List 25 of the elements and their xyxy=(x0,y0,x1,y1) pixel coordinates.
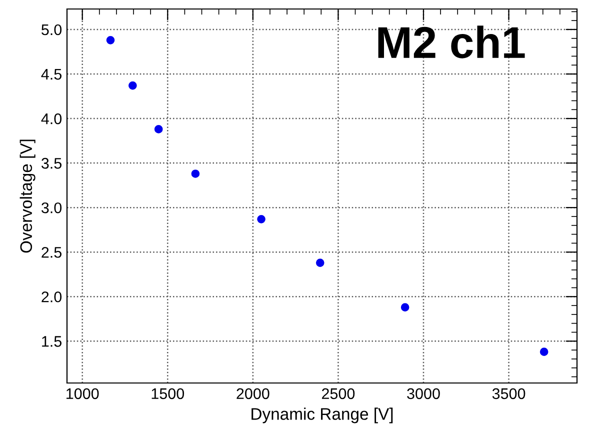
x-tick-label: 3500 xyxy=(492,388,526,400)
point xyxy=(128,81,137,90)
y-tick-label: 5.0 xyxy=(42,24,62,36)
x-tick-label: 3000 xyxy=(407,388,440,400)
x-tick-label: 2500 xyxy=(322,388,355,400)
point xyxy=(154,125,163,134)
y-tick-label: 4.5 xyxy=(41,69,62,80)
y-tick-label: 3.5 xyxy=(41,158,62,169)
y-tick-label: 1.5 xyxy=(42,336,62,347)
x-tick-label: 1000 xyxy=(66,388,99,400)
point xyxy=(316,258,324,267)
point xyxy=(106,36,115,44)
y-axis-title: Overvoltage [V] xyxy=(20,140,36,253)
x-tick-label: 1500 xyxy=(152,388,184,400)
point xyxy=(400,303,410,312)
annotation: M2 ch1 xyxy=(378,26,525,58)
y-tick-label: 4.0 xyxy=(41,113,62,124)
y-tick-label: 3.0 xyxy=(41,202,62,214)
x-axis-title: Dynamic Range [V] xyxy=(252,408,393,424)
y-tick-label: 2.0 xyxy=(42,291,62,302)
point xyxy=(257,214,266,224)
y-tick-label: 2.5 xyxy=(42,246,62,258)
point xyxy=(540,348,548,356)
point xyxy=(191,170,200,178)
x-tick-label: 2000 xyxy=(236,388,270,400)
